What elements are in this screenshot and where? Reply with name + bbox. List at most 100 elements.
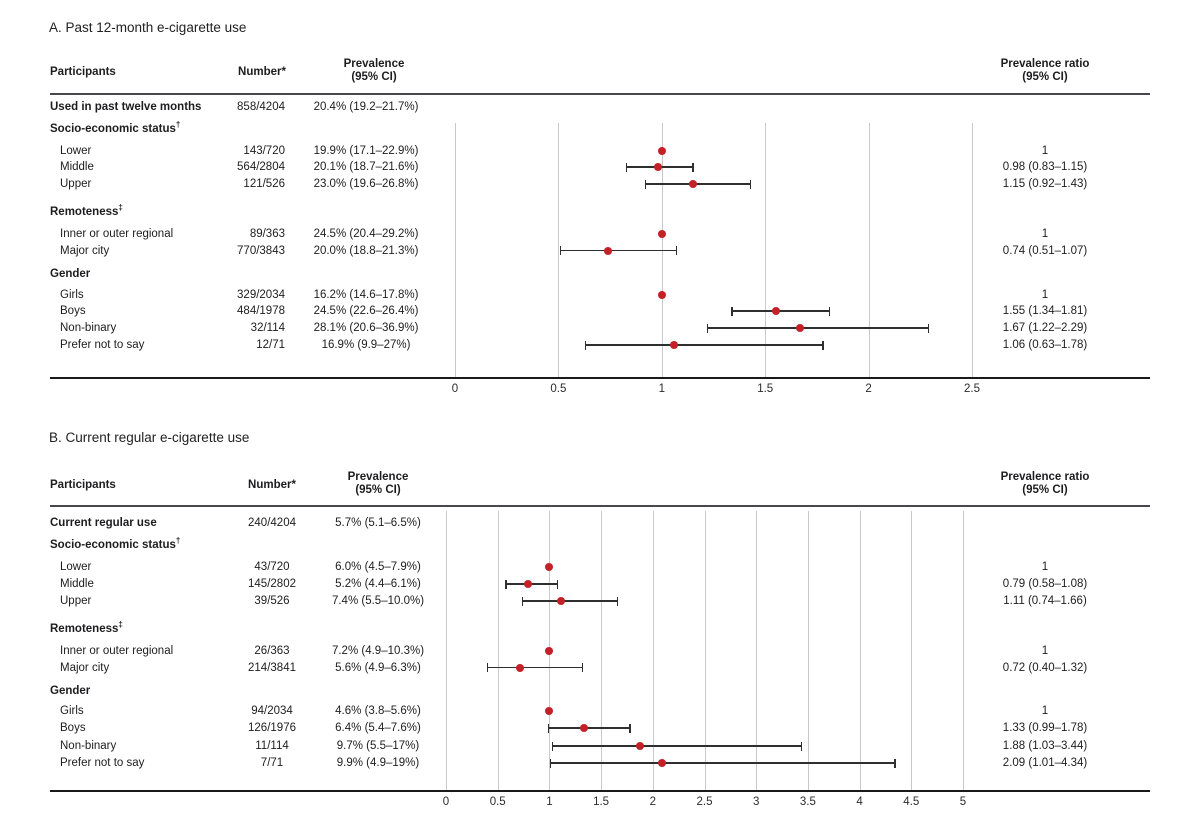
gridline xyxy=(497,511,499,790)
row-prevalence: 24.5% (22.6–26.4%) xyxy=(313,305,419,317)
ci-cap-high xyxy=(822,340,824,350)
ci-cap-high xyxy=(675,246,678,255)
axis-tick-label: 2 xyxy=(649,796,656,808)
point-marker xyxy=(796,324,805,332)
header-line: Prevalence xyxy=(343,58,405,70)
row-prevalence: 23.0% (19.6–26.8%) xyxy=(313,178,419,190)
ci-cap-high xyxy=(894,758,896,768)
row-prevalence: 20.0% (18.8–21.3%) xyxy=(313,244,419,257)
ci-cap-high xyxy=(616,596,619,606)
row-prevalence-ratio: 1.55 (1.34–1.81) xyxy=(1002,305,1088,317)
gridline xyxy=(963,511,964,790)
row-label: Inner or outer regional xyxy=(60,645,174,657)
axis-tick-label: 3 xyxy=(752,796,760,808)
point-marker xyxy=(516,663,525,672)
axis-tick-label: 3.5 xyxy=(799,796,816,808)
row-number: 484/1978 xyxy=(237,305,285,317)
row-label: Gender xyxy=(50,268,91,280)
row-prevalence: 5.2% (4.4–6.1%) xyxy=(335,578,421,590)
gridline xyxy=(455,123,456,377)
ci-cap-low xyxy=(521,596,524,606)
row-prevalence: 5.7% (5.1–6.5%) xyxy=(335,517,421,529)
row-number: 89/363 xyxy=(249,228,285,240)
header-line: Prevalence xyxy=(347,471,409,483)
axis-tick-label: 1.5 xyxy=(757,383,774,395)
row-number: 858/4204 xyxy=(237,101,285,113)
row-label: Upper xyxy=(60,595,92,607)
gridline xyxy=(807,511,809,790)
ci-cap-low xyxy=(547,723,550,733)
row-prevalence-ratio: 2.09 (1.01–4.34) xyxy=(1002,757,1088,769)
ci-cap-high xyxy=(927,323,930,333)
row-label: Gender xyxy=(50,685,91,697)
point-marker xyxy=(545,647,554,655)
point-marker xyxy=(657,291,666,299)
panel-title: B. Current regular e-cigarette use xyxy=(49,430,250,445)
gridline xyxy=(859,511,861,790)
row-prevalence: 6.4% (5.4–7.6%) xyxy=(335,722,421,734)
row-prevalence-ratio: 0.74 (0.51–1.07) xyxy=(1002,244,1088,257)
column-header-prevalence-ratio: Prevalence ratio (95% CI) xyxy=(1001,58,1090,84)
row-number: 329/2034 xyxy=(237,289,285,301)
row-prevalence-ratio: 1.33 (0.99–1.78) xyxy=(1002,722,1088,734)
row-prevalence: 7.2% (4.9–10.3%) xyxy=(331,645,425,657)
point-marker xyxy=(688,180,697,188)
ci-whisker xyxy=(707,327,929,329)
point-marker xyxy=(657,147,666,155)
gridline xyxy=(911,511,913,790)
row-prevalence: 4.6% (3.8–5.6%) xyxy=(335,705,421,717)
gridline xyxy=(868,123,870,377)
row-prevalence-ratio: 0.98 (0.83–1.15) xyxy=(1002,161,1088,173)
row-prevalence: 9.7% (5.5–17%) xyxy=(336,740,420,752)
point-marker xyxy=(771,307,780,315)
ci-whisker xyxy=(505,583,558,585)
row-label: Lower xyxy=(60,561,92,573)
axis-tick-label: 5 xyxy=(959,796,967,808)
row-prevalence: 24.5% (20.4–29.2%) xyxy=(313,228,419,240)
row-number: 126/1976 xyxy=(248,722,296,734)
row-number: 32/114 xyxy=(250,322,285,334)
ci-cap-low xyxy=(559,246,562,255)
point-marker xyxy=(545,563,554,571)
row-label: Boys xyxy=(60,722,86,734)
row-prevalence-ratio: 1 xyxy=(1041,228,1049,240)
axis-tick-label: 2.5 xyxy=(964,383,980,395)
row-number: 770/3843 xyxy=(237,244,285,257)
row-prevalence-ratio: 0.79 (0.58–1.08) xyxy=(1002,578,1088,590)
ci-cap-high xyxy=(828,306,831,316)
axis-tick-label: 2 xyxy=(865,383,872,395)
point-marker xyxy=(556,597,565,605)
row-prevalence: 20.1% (18.7–21.6%) xyxy=(313,161,419,173)
row-number: 94/2034 xyxy=(251,705,293,717)
column-header-number: Number* xyxy=(248,479,296,491)
row-label: Middle xyxy=(60,161,94,173)
ci-whisker xyxy=(560,249,677,252)
axis-rule xyxy=(50,377,1150,379)
row-number: 564/2804 xyxy=(237,161,285,173)
point-marker xyxy=(604,246,613,255)
ci-cap-low xyxy=(486,663,489,672)
ci-whisker xyxy=(550,762,895,764)
header-rule xyxy=(50,505,1150,507)
ci-cap-high xyxy=(800,741,803,751)
axis-tick-label: 2.5 xyxy=(696,796,713,808)
column-header-number: Number* xyxy=(238,66,286,78)
ci-whisker xyxy=(732,310,830,312)
footnote-marker: † xyxy=(175,120,181,130)
row-label: Upper xyxy=(60,178,92,190)
gridline xyxy=(558,123,560,377)
axis-tick-label: 1 xyxy=(546,796,553,808)
row-prevalence: 16.2% (14.6–17.8%) xyxy=(313,289,419,301)
gridline xyxy=(601,511,603,790)
row-prevalence-ratio: 1 xyxy=(1041,289,1049,301)
row-label: Current regular use xyxy=(50,517,157,529)
row-prevalence-ratio: 1.88 (1.03–3.44) xyxy=(1002,740,1088,752)
row-number: 143/720 xyxy=(243,145,285,157)
point-marker xyxy=(653,163,662,171)
ci-cap-low xyxy=(706,323,709,333)
footnote-marker: ‡ xyxy=(118,203,123,213)
row-number: 39/526 xyxy=(254,595,290,607)
row-label: Prefer not to say xyxy=(60,339,145,351)
footnote-marker: ‡ xyxy=(118,620,123,630)
header-line: (95% CI) xyxy=(1022,484,1068,496)
